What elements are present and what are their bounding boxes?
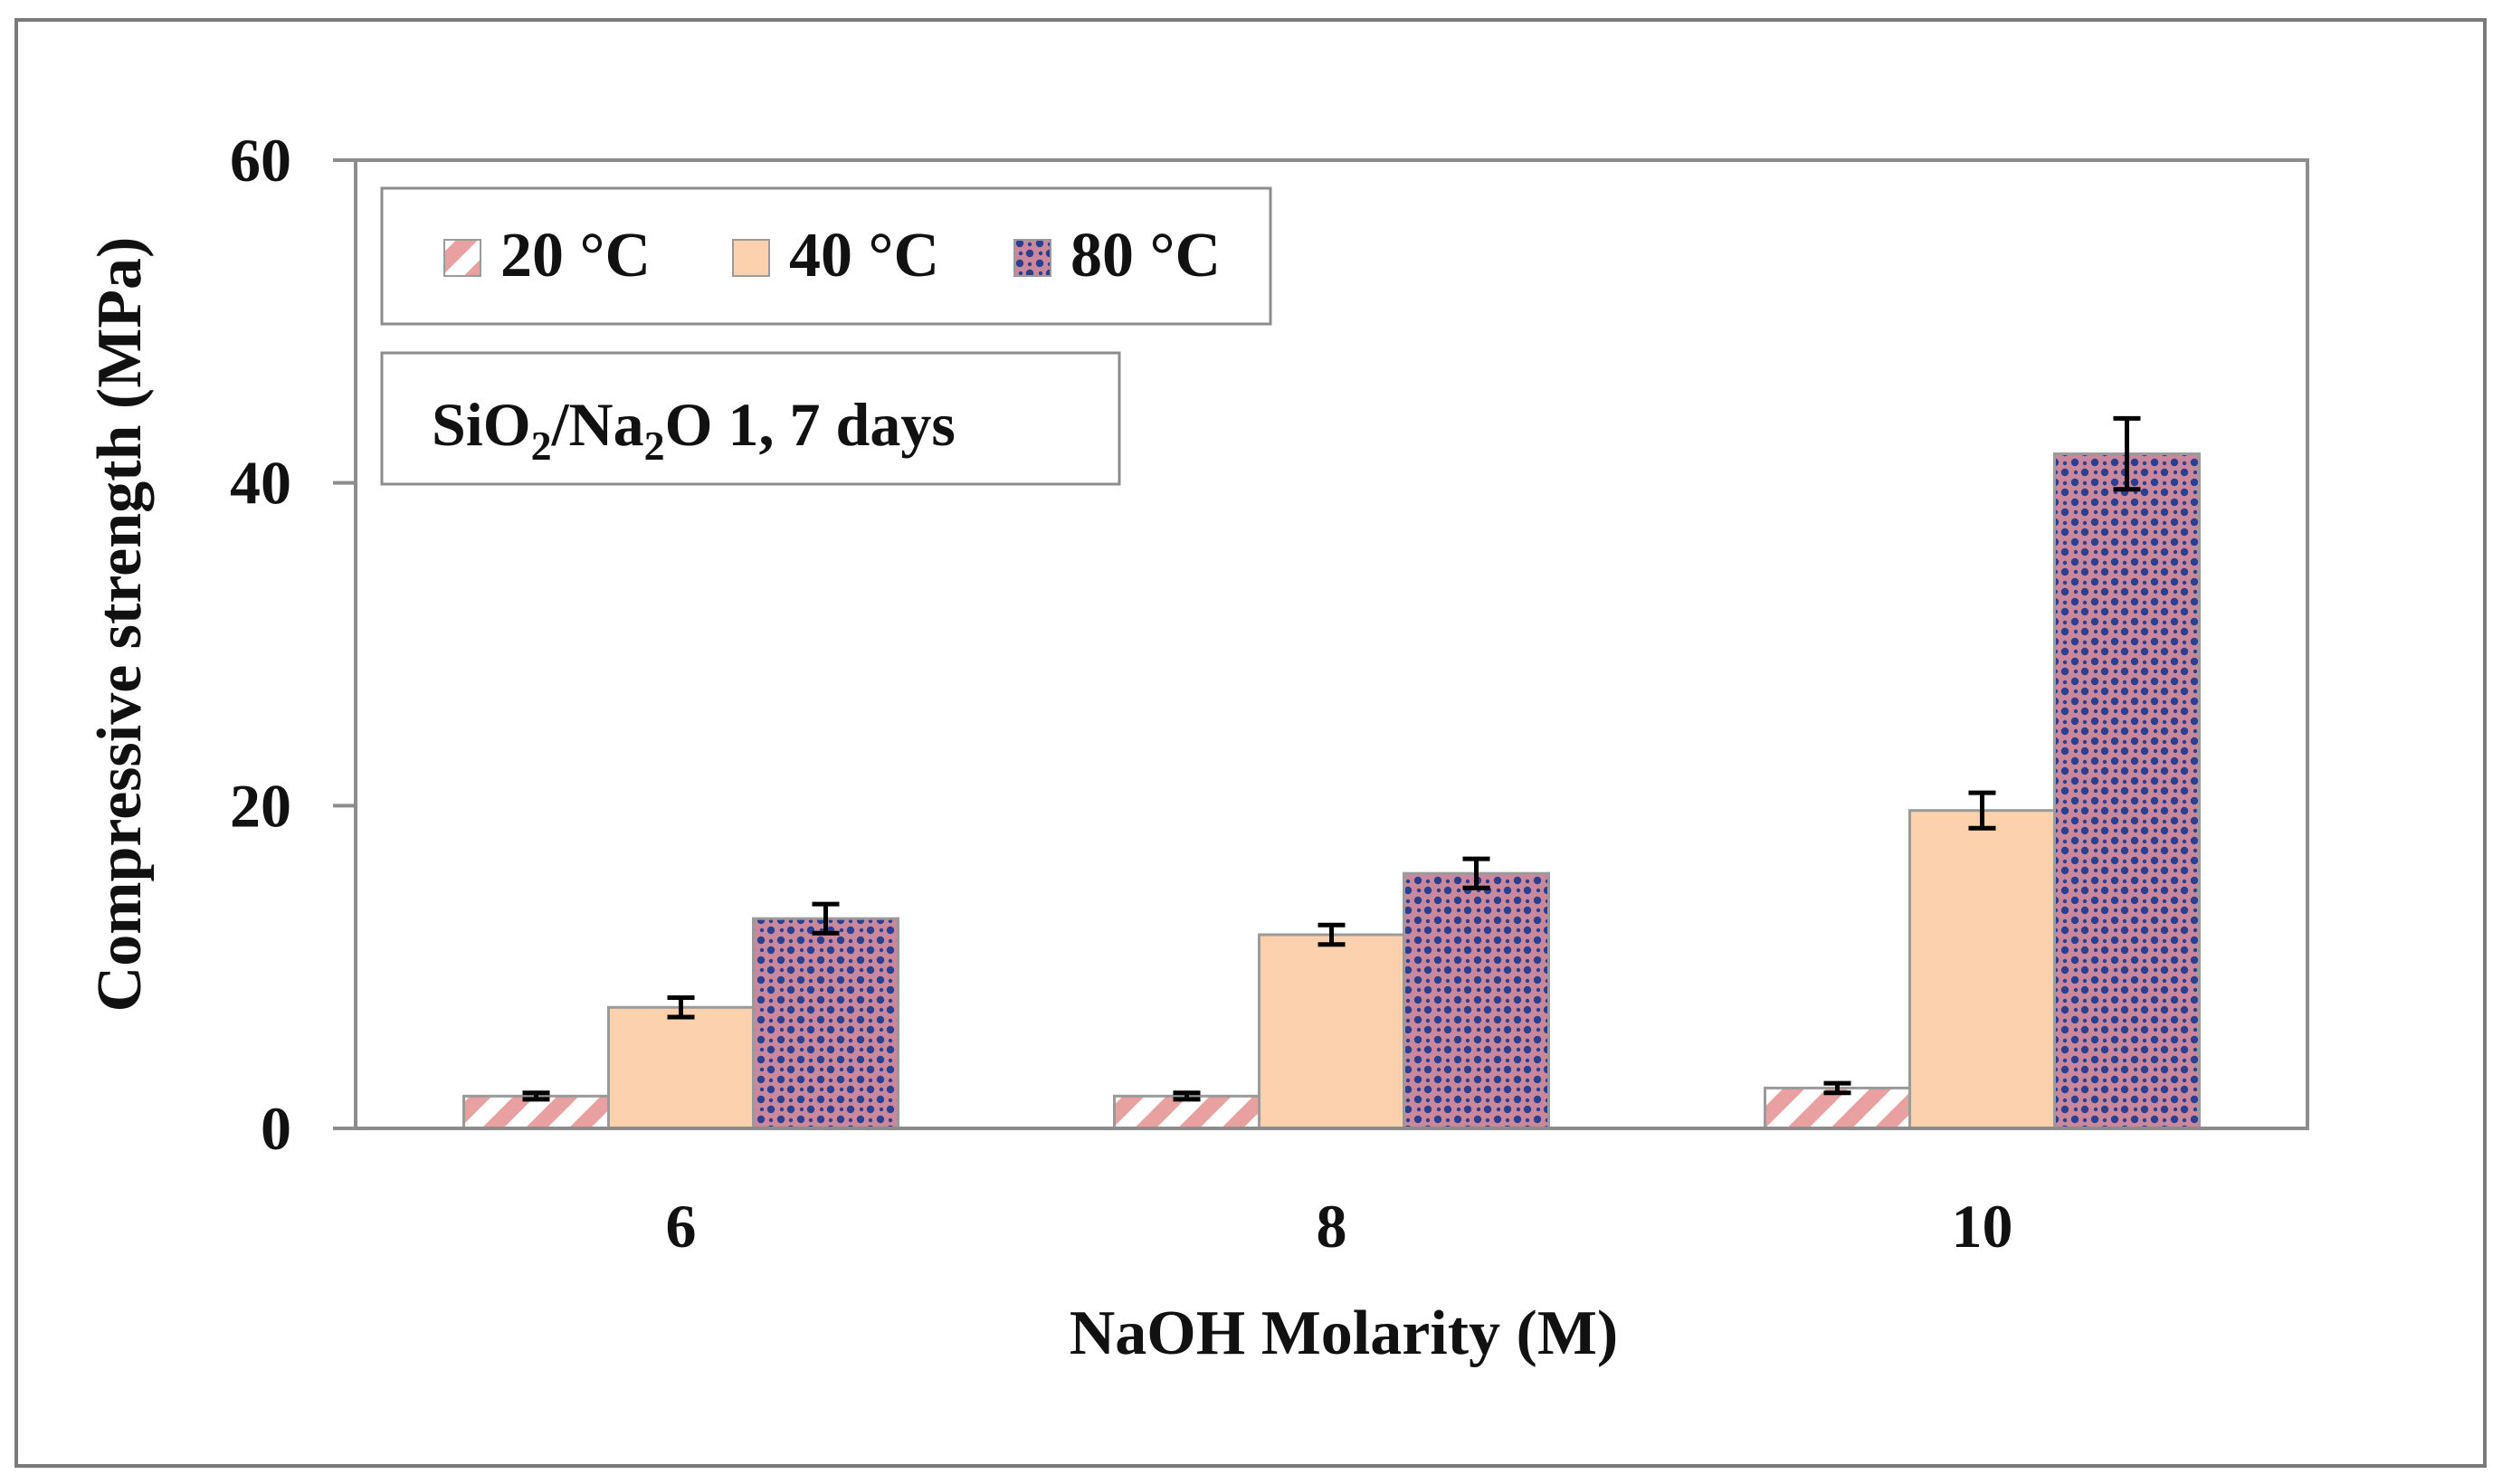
bar-40c-8m (1258, 933, 1405, 1130)
error-bar-80c-10m (2113, 415, 2141, 492)
y-tick-label: 60 (230, 126, 291, 195)
error-bar-40c-10m (1968, 790, 1996, 831)
bar-40c-6m (607, 1005, 755, 1130)
legend-label-80c: 80 °C (1070, 221, 1221, 290)
legend-swatch-40c (732, 239, 770, 277)
error-bar-80c-8m (1462, 856, 1490, 890)
condition-note-text: SiO2/Na2O 1, 7 days (432, 390, 956, 469)
y-tick-label: 40 (230, 449, 291, 518)
error-bar-80c-6m (812, 901, 840, 936)
x-tick-label: 6 (666, 1192, 697, 1260)
condition-note-box (380, 351, 1121, 486)
bars-group (462, 452, 2201, 1130)
error-bar-40c-8m (1318, 922, 1346, 947)
y-axis-title: Compressive strength (MPa) (85, 237, 155, 1013)
legend-swatch-80c (1013, 239, 1051, 277)
y-tick-label: 20 (230, 771, 291, 840)
x-tick-label: 10 (1952, 1192, 2013, 1260)
legend-swatch-20c (443, 239, 481, 277)
y-tick-label: 0 (261, 1094, 291, 1163)
bar-80c-6m (752, 917, 899, 1130)
x-axis: 6 8 10 (333, 1127, 2307, 1260)
legend: 20 °C 40 °C 80 °C (380, 186, 1272, 326)
error-bar-40c-6m (667, 995, 695, 1020)
bar-80c-10m (2053, 452, 2201, 1130)
legend-label-20c: 20 °C (500, 221, 651, 290)
error-bar-20c-6m (522, 1090, 550, 1102)
figure-border (14, 18, 2487, 1468)
error-bars-group (522, 415, 2141, 1102)
x-tick-label: 8 (1317, 1192, 1347, 1260)
legend-box (380, 186, 1272, 326)
bar-40c-10m (1908, 809, 2056, 1130)
y-axis: 0 20 40 60 (230, 126, 356, 1163)
error-bar-20c-10m (1823, 1080, 1851, 1096)
condition-note: SiO2/Na2O 1, 7 days (380, 351, 1121, 486)
x-axis-title: NaOH Molarity (M) (1070, 1298, 1618, 1368)
bar-80c-8m (1403, 871, 1550, 1130)
legend-label-40c: 40 °C (789, 221, 939, 290)
error-bar-20c-8m (1173, 1090, 1201, 1102)
